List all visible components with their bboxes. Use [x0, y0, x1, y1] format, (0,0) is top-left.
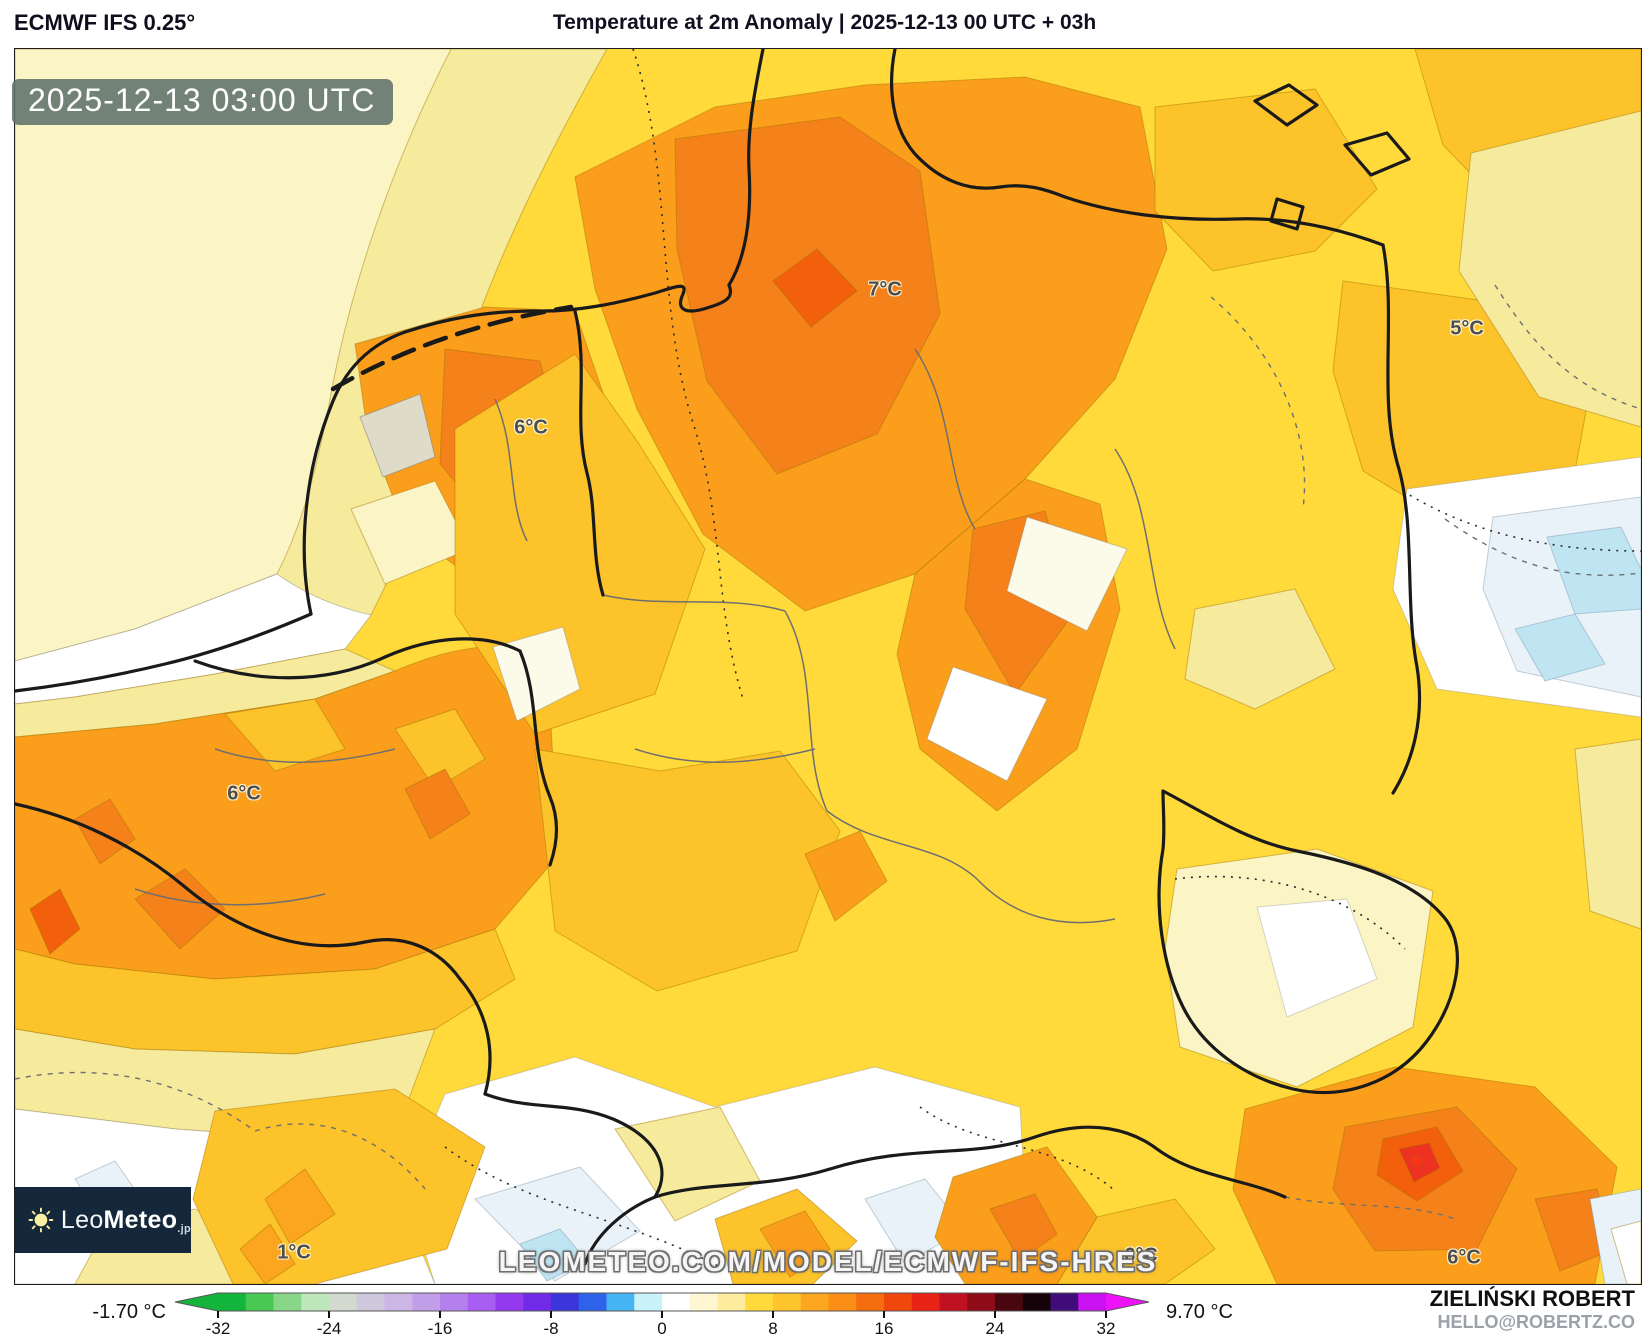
timestamp-badge: 2025-12-13 03:00 UTC: [12, 79, 394, 125]
credit-author: ZIELIŃSKI ROBERT: [1429, 1286, 1635, 1311]
svg-text:32: 32: [1097, 1319, 1116, 1338]
map-temp-label: 6°C: [514, 416, 548, 439]
colorbar: -32 -24 -16 -8 0 8 16 24 32: [174, 1292, 1150, 1338]
watermark: LEOMETEO.COM/MODEL/ECMWF-IFS-HRES: [498, 1246, 1158, 1277]
map-temp-label: 6°C: [1447, 1246, 1481, 1269]
region-borders-dashed: [15, 284, 1641, 1220]
svg-text:16: 16: [875, 1319, 894, 1338]
leometeo-logo: LeoMeteo.jp: [15, 1187, 191, 1253]
wadden-islands-coast: [330, 304, 574, 392]
map-frame: 7°C 6°C 5°C 6°C 1°C 6°C 6°C 2025-12-13 03:00 U…: [12, 48, 1642, 1285]
svg-text:-24: -24: [317, 1319, 342, 1338]
svg-text:0: 0: [657, 1319, 666, 1338]
svg-text:24: 24: [986, 1319, 1005, 1338]
colorbar-min-label: -1.70 °C: [92, 1301, 166, 1323]
logo-text: LeoMeteo.jp: [61, 1206, 191, 1235]
svg-text:-32: -32: [206, 1319, 231, 1338]
svg-text:-16: -16: [428, 1319, 453, 1338]
credit-contact: HELLO@ROBERTZ.CO: [1437, 1312, 1635, 1332]
page-title: Temperature at 2m Anomaly | 2025-12-13 0…: [552, 11, 1097, 34]
map-temp-label: 1°C: [277, 1241, 311, 1264]
logo-name-light: Leo: [60, 1205, 104, 1234]
logo-name-bold: Meteo: [103, 1205, 178, 1234]
region-borders: [134, 348, 1176, 924]
svg-text:-8: -8: [543, 1319, 558, 1338]
model-label: ECMWF IFS 0.25°: [14, 10, 196, 35]
sun-icon: [28, 1207, 54, 1233]
map-temp-label: 7°C: [868, 278, 902, 301]
map-temp-label: 5°C: [1450, 317, 1484, 340]
map-canvas: [15, 49, 1641, 1284]
colorbar-max-label: 9.70 °C: [1166, 1301, 1233, 1323]
map-temp-label: 6°C: [1124, 1244, 1158, 1267]
svg-text:8: 8: [768, 1319, 777, 1338]
map-temp-label: 6°C: [227, 782, 261, 805]
country-borders: [15, 49, 1459, 1266]
logo-suffix: .jp: [177, 1222, 191, 1235]
contour-lines: [444, 49, 1641, 1268]
